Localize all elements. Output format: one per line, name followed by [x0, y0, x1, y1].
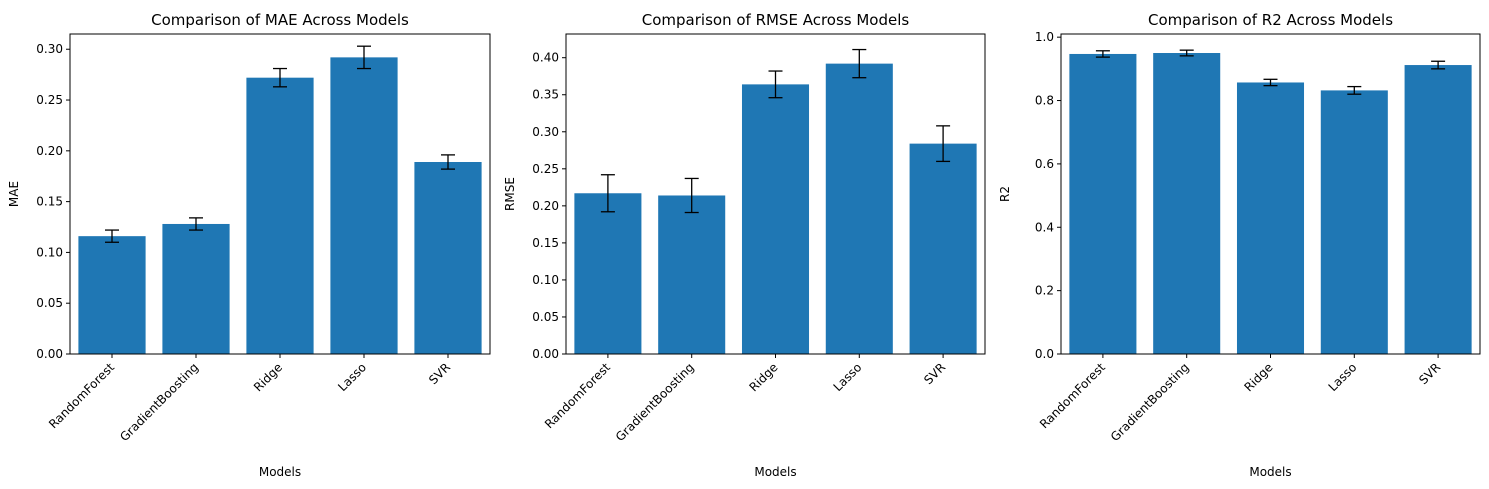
- error-bar-ridge: [273, 67, 287, 88]
- y-ticks: 0.00 0.05 0.10 0.15 0.20 0.25 0.30 0.35 0.40: [532, 51, 566, 361]
- bar-svr: [1404, 65, 1472, 355]
- error-bar-ridge: [768, 70, 783, 99]
- y-tick-label: 0.05: [532, 310, 559, 324]
- error-bar-gradientboosting: [684, 177, 699, 214]
- y-tick-label: 0.00: [36, 347, 63, 361]
- bars: [78, 57, 482, 354]
- x-tick-label: GradientBoosting: [1108, 360, 1192, 444]
- error-bar-gradientboosting: [189, 217, 203, 231]
- y-axis-label: RMSE: [503, 177, 517, 211]
- y-tick-label: 0.0: [1035, 347, 1054, 361]
- y-tick-label: 0.20: [532, 199, 559, 213]
- y-tick-label: 0.35: [532, 88, 559, 102]
- error-bar-gradientboosting: [1179, 49, 1194, 57]
- x-axis-label: Models: [754, 465, 796, 479]
- bar-lasso: [825, 63, 893, 354]
- y-tick-label: 0.10: [532, 273, 559, 287]
- error-bar-lasso: [1347, 85, 1362, 95]
- y-tick-label: 1.0: [1035, 30, 1054, 44]
- x-tick-label: SVR: [1416, 360, 1443, 387]
- x-tick-label: RandomForest: [46, 360, 117, 431]
- bar-lasso: [330, 57, 398, 354]
- y-axis-label: MAE: [7, 181, 21, 207]
- bar-gradientboosting: [658, 195, 726, 354]
- bar-svr: [414, 162, 482, 354]
- bars: [574, 63, 977, 355]
- y-tick-label: 0.00: [532, 347, 559, 361]
- x-tick-label: GradientBoosting: [613, 360, 697, 444]
- y-tick-label: 0.8: [1035, 94, 1054, 108]
- x-tick-label: Lasso: [335, 360, 369, 394]
- error-bar-svr: [441, 154, 455, 170]
- bar-gradientboosting: [1153, 53, 1221, 355]
- bar-ridge: [741, 84, 810, 355]
- subplot-2: Comparison of RMSE Across Models 0.00 0.05…: [503, 11, 986, 479]
- x-tick-label: GradientBoosting: [117, 360, 201, 444]
- y-tick-label: 0.20: [36, 144, 63, 158]
- error-bar-randomforest: [600, 174, 615, 213]
- x-tick-label: RandomForest: [1037, 360, 1108, 431]
- error-bars: [105, 45, 455, 243]
- error-bar-svr: [936, 125, 951, 163]
- x-tick-label: Ridge: [251, 360, 285, 394]
- subplot-title: Comparison of MAE Across Models: [151, 11, 409, 29]
- bar-svr: [909, 143, 977, 354]
- y-ticks: 0.0 0.2 0.4 0.6 0.8 1.0: [1035, 30, 1061, 361]
- bar-lasso: [1320, 90, 1388, 354]
- subplot-title: Comparison of R2 Across Models: [1148, 11, 1393, 29]
- y-tick-label: 0.40: [532, 51, 559, 65]
- error-bars: [1095, 49, 1446, 95]
- error-bar-lasso: [357, 45, 371, 70]
- bar-randomforest: [574, 193, 642, 354]
- x-axis-label: Models: [1249, 465, 1291, 479]
- bar-ridge: [1236, 82, 1305, 354]
- error-bar-randomforest: [105, 229, 119, 243]
- bar-gradientboosting: [162, 223, 230, 354]
- y-tick-label: 0.10: [36, 245, 63, 259]
- x-tick-label: RandomForest: [542, 360, 613, 431]
- bar-ridge: [246, 77, 314, 354]
- y-tick-label: 0.2: [1035, 284, 1054, 298]
- y-tick-label: 0.15: [532, 236, 559, 250]
- subplot-1: Comparison of MAE Across Models0.000.050…: [7, 11, 491, 479]
- y-tick-label: 0.25: [36, 93, 63, 107]
- bars: [1069, 53, 1472, 355]
- y-ticks: 0.00 0.05 0.10 0.15 0.20 0.25 0.30: [36, 42, 70, 361]
- error-bar-lasso: [852, 48, 867, 79]
- x-tick-label: Ridge: [746, 360, 780, 394]
- subplot-title: Comparison of RMSE Across Models: [642, 11, 910, 29]
- y-tick-label: 0.30: [532, 125, 559, 139]
- x-ticks: RandomForest GradientBoosting Ridge Lasso SV…: [1037, 354, 1443, 444]
- y-axis-label: R2: [998, 186, 1012, 202]
- bar-randomforest: [78, 236, 146, 354]
- error-bars: [600, 48, 951, 214]
- x-tick-label: Lasso: [831, 360, 865, 394]
- x-tick-label: SVR: [426, 360, 453, 387]
- y-tick-label: 0.30: [36, 42, 63, 56]
- y-tick-label: 0.15: [36, 195, 63, 209]
- y-tick-label: 0.25: [532, 162, 559, 176]
- subplot-3: Comparison of R2 Across Models0.00.20.40…: [998, 11, 1481, 479]
- error-bar-ridge: [1263, 78, 1278, 87]
- bar-randomforest: [1069, 53, 1137, 355]
- x-tick-label: Lasso: [1326, 360, 1360, 394]
- subplots: Comparison of MAE Across Models0.000.050…: [7, 11, 1481, 479]
- x-ticks: RandomForest GradientBoosting Ridge Lasso SV…: [542, 354, 948, 444]
- y-tick-label: 0.4: [1035, 220, 1054, 234]
- error-bar-randomforest: [1095, 50, 1110, 58]
- y-tick-label: 0.05: [36, 296, 63, 310]
- x-ticks: RandomForest GradientBoosting Ridge Lasso SV…: [46, 354, 453, 444]
- x-axis-label: Models: [259, 465, 301, 479]
- y-tick-label: 0.6: [1035, 157, 1054, 171]
- error-bar-svr: [1431, 60, 1446, 70]
- x-tick-label: Ridge: [1241, 360, 1275, 394]
- x-tick-label: SVR: [921, 360, 948, 387]
